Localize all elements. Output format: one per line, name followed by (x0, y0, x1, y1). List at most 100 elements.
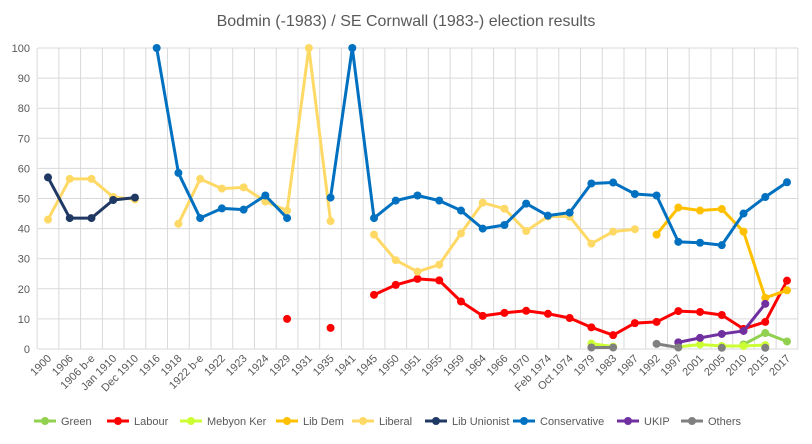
data-point (326, 217, 335, 226)
x-tick-label: 1900 (28, 353, 54, 379)
data-point (174, 168, 183, 177)
x-tick-label: 1966 (485, 353, 511, 379)
series-others (587, 339, 770, 352)
data-point (587, 239, 596, 248)
legend-marker (187, 417, 195, 425)
data-point (783, 178, 791, 187)
x-tick-label: 2017 (767, 353, 793, 379)
data-point (370, 290, 379, 299)
data-point (565, 313, 574, 322)
data-point (478, 224, 487, 233)
data-point (391, 280, 400, 289)
x-tick-label: 1987 (615, 353, 641, 379)
series-labour (283, 274, 791, 340)
legend-item: Others (681, 416, 742, 428)
data-point (587, 179, 596, 188)
legend-marker (520, 417, 528, 425)
data-point (739, 326, 748, 335)
legend-marker (283, 417, 291, 425)
series-lib-unionist (44, 173, 139, 223)
data-point (456, 229, 465, 238)
legend-item: UKIP (617, 416, 670, 428)
x-tick-label: 2015 (746, 353, 772, 379)
data-point (283, 206, 292, 215)
data-point (761, 317, 770, 326)
x-tick-label: 1929 (267, 353, 293, 379)
data-point (783, 337, 791, 346)
data-point (478, 198, 487, 207)
legend-marker (624, 417, 632, 425)
data-point (65, 174, 74, 183)
data-point (674, 203, 683, 212)
data-point (761, 329, 770, 338)
data-point (87, 174, 96, 183)
x-tick-label: 1941 (333, 353, 359, 379)
series-ukip (674, 299, 770, 347)
legend-label: Lib Unionist (452, 416, 509, 428)
data-point (543, 211, 552, 220)
data-point (239, 205, 248, 214)
y-tick-label: 40 (18, 224, 30, 236)
data-point (391, 256, 400, 265)
data-point (370, 230, 379, 239)
chart-title: Bodmin (-1983) / SE Cornwall (1983-) ele… (217, 13, 596, 30)
data-point (283, 314, 292, 323)
legend-marker (41, 417, 49, 425)
y-tick-label: 80 (18, 103, 30, 115)
data-point (696, 307, 705, 316)
data-point (87, 214, 96, 223)
data-point (696, 206, 705, 215)
data-point (674, 237, 683, 246)
data-point (109, 196, 118, 205)
data-point (326, 323, 335, 332)
legend-marker (432, 417, 440, 425)
x-tick-label: 1983 (593, 353, 619, 379)
data-point (674, 343, 683, 352)
legend-item: Conservative (513, 416, 604, 428)
x-tick-label: 1923 (224, 353, 250, 379)
series-lib-dem (652, 203, 791, 302)
data-point (717, 241, 726, 250)
data-point (739, 209, 748, 218)
x-tick-label: 1992 (637, 353, 663, 379)
data-point (543, 309, 552, 318)
data-point (761, 192, 770, 201)
data-point (630, 319, 639, 328)
data-point (587, 323, 596, 332)
data-point (783, 286, 791, 295)
x-tick-label: 2005 (702, 353, 728, 379)
data-point (674, 307, 683, 316)
legend-item: Lib Dem (276, 416, 344, 428)
data-point (761, 343, 770, 352)
data-point (348, 44, 357, 52)
x-tick-label: 1922 (202, 353, 228, 379)
data-point (652, 191, 661, 200)
series-line (329, 46, 788, 247)
data-point (65, 214, 74, 223)
series-conservative (152, 44, 791, 250)
legend-item: Green (34, 416, 92, 428)
y-tick-label: 0 (24, 344, 30, 356)
data-point (522, 306, 531, 315)
data-point (44, 215, 52, 224)
data-point (630, 189, 639, 198)
y-tick-label: 90 (18, 73, 30, 85)
data-point (174, 219, 183, 228)
data-point (522, 227, 531, 236)
x-tick-label: 1916 (137, 353, 163, 379)
series-line (372, 201, 636, 274)
y-tick-label: 50 (18, 194, 30, 206)
data-point (609, 178, 618, 187)
legend-item: Labour (107, 416, 169, 428)
data-point (261, 191, 270, 200)
data-point (196, 174, 205, 183)
y-tick-label: 70 (18, 133, 30, 145)
data-point (283, 214, 292, 223)
data-point (739, 227, 748, 236)
data-point (717, 310, 726, 319)
data-point (761, 299, 770, 308)
series-green (739, 329, 791, 349)
data-point (391, 196, 400, 205)
